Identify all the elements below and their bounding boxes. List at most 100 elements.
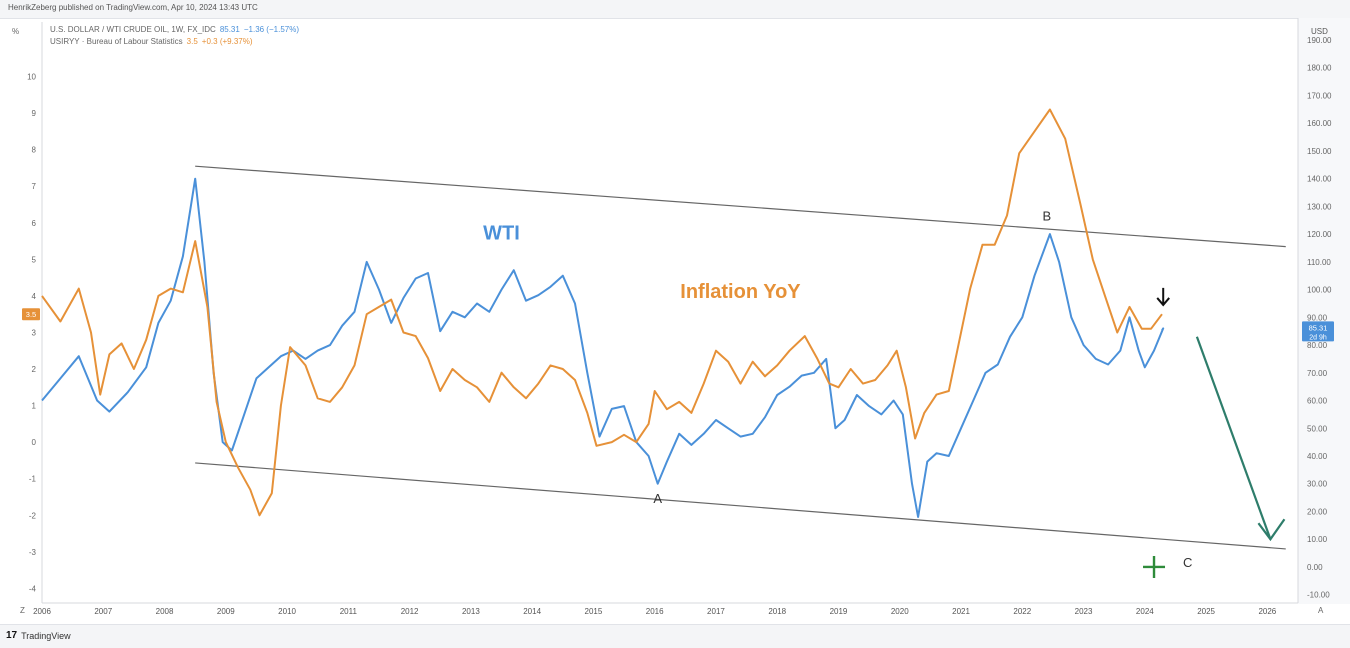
legend-cpi-name: USIRYY · Bureau of Labour Statistics xyxy=(50,37,183,46)
bottom-bar: 17 TradingView xyxy=(0,624,1350,648)
right-tick-label: 100.00 xyxy=(1307,286,1332,295)
annotations: WTI Inflation YoY A B C xyxy=(483,208,1286,578)
cross-icon xyxy=(1143,555,1166,578)
left-tick-label: 7 xyxy=(32,182,37,191)
time-tick-label: 2009 xyxy=(217,607,235,616)
annotation-label: Inflation YoY xyxy=(680,281,801,303)
legend-row-cpi[interactable]: USIRYY · Bureau of Labour Statistics 3.5… xyxy=(50,36,299,48)
left-tick-label: 9 xyxy=(32,109,37,118)
legend-wti-name: U.S. DOLLAR / WTI CRUDE OIL, 1W, FX_IDC xyxy=(50,25,216,34)
left-tick-label: 6 xyxy=(32,219,37,228)
wti-countdown: 2d 9h xyxy=(1309,334,1327,341)
right-tick-label: 60.00 xyxy=(1307,397,1328,406)
wti-last-badge xyxy=(1302,321,1334,342)
right-tick-label: 30.00 xyxy=(1307,480,1328,489)
left-tick-label: -3 xyxy=(29,548,37,557)
time-tick-label: 2014 xyxy=(523,607,541,616)
time-tick-label: 2024 xyxy=(1136,607,1154,616)
cpi-last-value: 3.5 xyxy=(26,310,36,319)
time-tick-label: 2026 xyxy=(1258,607,1276,616)
chart-legend[interactable]: U.S. DOLLAR / WTI CRUDE OIL, 1W, FX_IDC … xyxy=(50,24,299,48)
left-tick-label: 5 xyxy=(32,255,37,264)
corner-left-label[interactable]: Z xyxy=(20,606,25,615)
time-tick-label: 2007 xyxy=(94,607,112,616)
right-tick-label: 130.00 xyxy=(1307,202,1332,211)
time-tick-label: 2012 xyxy=(401,607,419,616)
left-tick-label: 2 xyxy=(32,365,37,374)
right-tick-label: 140.00 xyxy=(1307,175,1332,184)
left-tick-label: -4 xyxy=(29,584,37,593)
last-value-badges: 85.31 2d 9h 3.5 xyxy=(22,308,1334,342)
annotation-label: C xyxy=(1183,555,1192,570)
time-tick-label: 2020 xyxy=(891,607,909,616)
time-tick-label: 2023 xyxy=(1075,607,1093,616)
right-tick-label: 50.00 xyxy=(1307,424,1328,433)
time-tick-label: 2013 xyxy=(462,607,480,616)
cpi-last-badge xyxy=(22,308,40,321)
left-axis: -4 -3 -2 -1 0 1 2 3 4 5 6 7 8 9 10 xyxy=(27,73,36,594)
right-tick-label: 170.00 xyxy=(1307,91,1332,100)
time-axis[interactable]: 2006 2007 2008 2009 2010 2011 2012 2013 2014 2015… xyxy=(33,607,1277,616)
time-tick-label: 2021 xyxy=(952,607,970,616)
tradingview-icon: 17 xyxy=(6,630,18,641)
price-scale-panel[interactable] xyxy=(1298,18,1350,604)
corner-right-label[interactable]: A xyxy=(1318,606,1324,615)
wti-series-line xyxy=(41,177,1165,518)
channel-upper-line xyxy=(195,165,1286,248)
left-tick-label: 1 xyxy=(32,402,37,411)
projection-arrow-head xyxy=(1257,518,1286,542)
right-tick-label: 120.00 xyxy=(1307,230,1332,239)
left-tick-label: 4 xyxy=(32,292,37,301)
right-tick-label: 80.00 xyxy=(1307,341,1328,350)
legend-row-wti[interactable]: U.S. DOLLAR / WTI CRUDE OIL, 1W, FX_IDC … xyxy=(50,24,299,36)
right-tick-label: 110.00 xyxy=(1307,258,1331,267)
down-arrow-icon xyxy=(1156,287,1170,307)
series-group xyxy=(41,108,1165,518)
annotation-label: A xyxy=(653,491,662,506)
left-tick-label: -1 xyxy=(29,475,37,484)
right-tick-label: 20.00 xyxy=(1307,507,1328,516)
left-tick-label: 8 xyxy=(32,146,37,155)
projection-arrow-line xyxy=(1195,336,1272,540)
legend-wti-value: 85.31 xyxy=(219,25,240,34)
legend-cpi-value: 3.5 xyxy=(186,37,198,46)
brand-label: TradingView xyxy=(21,630,71,641)
right-tick-label: -10.00 xyxy=(1307,591,1330,600)
left-tick-label: 0 xyxy=(32,438,37,447)
time-tick-label: 2019 xyxy=(830,607,848,616)
top-bar: HenrikZeberg published on TradingView.co… xyxy=(0,0,1350,19)
right-tick-label: 180.00 xyxy=(1307,64,1332,73)
time-tick-label: 2018 xyxy=(768,607,786,616)
wti-last-value: 85.31 xyxy=(1309,323,1328,332)
left-tick-label: 3 xyxy=(32,328,37,337)
time-tick-label: 2022 xyxy=(1013,607,1031,616)
right-tick-label: 90.00 xyxy=(1307,313,1328,322)
right-tick-label: 10.00 xyxy=(1307,535,1328,544)
right-tick-label: 0.00 xyxy=(1307,563,1323,572)
inflation-series-line xyxy=(41,108,1163,517)
time-tick-label: 2017 xyxy=(707,607,725,616)
time-tick-label: 2015 xyxy=(585,607,603,616)
right-tick-label: 160.00 xyxy=(1307,119,1332,128)
channel-lower-line xyxy=(195,462,1286,550)
published-info: HenrikZeberg published on TradingView.co… xyxy=(8,3,258,12)
legend-cpi-change: +0.3 (+9.37%) xyxy=(201,37,253,46)
time-tick-label: 2016 xyxy=(646,607,664,616)
annotation-label: WTI xyxy=(483,223,520,245)
time-tick-label: 2008 xyxy=(156,607,174,616)
time-tick-label: 2011 xyxy=(340,607,358,616)
time-tick-label: 2025 xyxy=(1197,607,1215,616)
left-axis-unit: % xyxy=(12,27,20,36)
tradingview-logo[interactable]: 17 TradingView xyxy=(6,630,71,641)
right-axis-unit[interactable]: USD xyxy=(1311,27,1328,36)
time-tick-label: 2010 xyxy=(278,607,296,616)
right-axis[interactable]: -10.00 0.00 10.00 20.00 30.00 40.00 50.00 60.00… xyxy=(1307,36,1332,600)
right-tick-label: 190.00 xyxy=(1307,36,1332,45)
trend-channel xyxy=(195,165,1286,550)
right-tick-label: 40.00 xyxy=(1307,452,1328,461)
right-tick-label: 150.00 xyxy=(1307,147,1332,156)
grid xyxy=(41,18,1299,604)
time-tick-label: 2006 xyxy=(33,607,51,616)
annotation-label: B xyxy=(1042,208,1051,223)
